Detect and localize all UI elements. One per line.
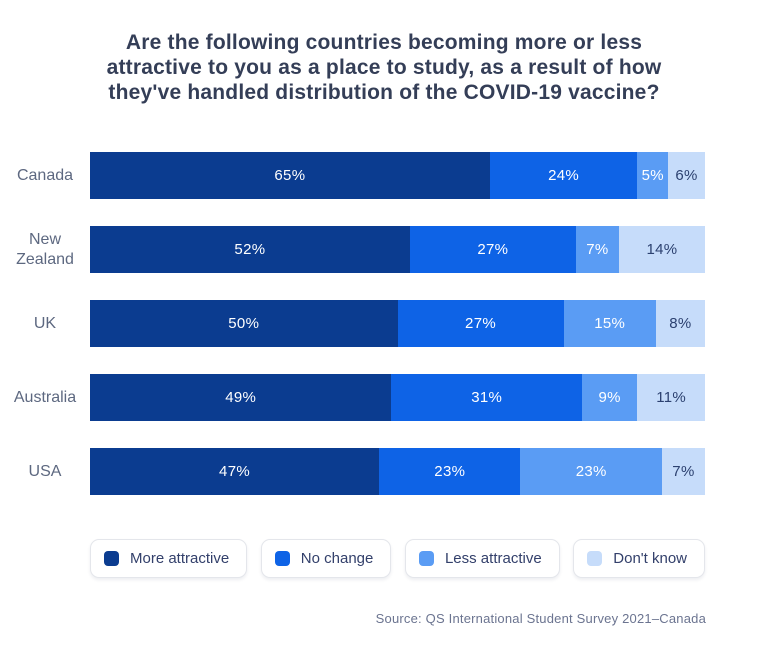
chart-title-line-3: they've handled distribution of the COVI…: [108, 81, 660, 104]
bar-segment-uk-don-t-know: 8%: [655, 300, 705, 347]
legend-label-don-t-know: Don't know: [613, 550, 687, 567]
chart-row-usa: USA 47% 23% 23% 7%: [0, 448, 768, 495]
stacked-bar-australia: 49% 31% 9% 11%: [90, 374, 705, 421]
bar-segment-australia-don-t-know: 11%: [637, 374, 705, 421]
legend-item-more-attractive[interactable]: More attractive: [90, 539, 248, 578]
bar-segment-canada-no-change: 24%: [489, 152, 638, 199]
legend-swatch-no-change: [274, 551, 290, 566]
category-label-usa: USA: [28, 462, 62, 480]
category-label-uk: UK: [33, 314, 57, 332]
category-label-new-zealand: New Zealand: [16, 230, 74, 268]
bar-segment-new-zealand-more-attractive: 52%: [90, 226, 410, 273]
bar-segment-usa-less-attractive: 23%: [520, 448, 662, 495]
bar-segment-australia-less-attractive: 9%: [581, 374, 638, 421]
bar-segment-usa-more-attractive: 47%: [90, 448, 380, 495]
stacked-bar-uk: 50% 27% 15% 8%: [90, 300, 705, 347]
legend-label-more-attractive: More attractive: [130, 550, 230, 567]
stacked-bar-canada: 65% 24% 5% 6%: [90, 152, 705, 199]
category-label-australia: Australia: [13, 388, 77, 406]
stacked-bar-chart: Canada 65% 24% 5% 6% New Zealand 52% 27% 7% 14% UK…: [0, 152, 768, 495]
bar-segment-new-zealand-no-change: 27%: [409, 226, 576, 273]
legend-label-less-attractive: Less attractive: [444, 550, 542, 567]
stacked-bar-usa: 47% 23% 23% 7%: [90, 448, 705, 495]
bar-segment-canada-more-attractive: 65%: [90, 152, 490, 199]
stacked-bar-new-zealand: 52% 27% 7% 14%: [90, 226, 705, 273]
bar-segment-australia-no-change: 31%: [391, 374, 582, 421]
chart-row-canada: Canada 65% 24% 5% 6%: [0, 152, 768, 199]
legend-swatch-don-t-know: [587, 551, 603, 566]
bar-segment-australia-more-attractive: 49%: [90, 374, 392, 421]
legend: More attractive No change Less attractive D…: [90, 539, 705, 578]
bar-segment-uk-no-change: 27%: [397, 300, 564, 347]
bar-segment-new-zealand-less-attractive: 7%: [575, 226, 619, 273]
chart-title-line-1: Are the following countries becoming mor…: [125, 31, 643, 54]
source-caption: Source: QS International Student Survey …: [375, 611, 706, 626]
legend-item-less-attractive[interactable]: Less attractive: [404, 539, 560, 578]
bar-segment-usa-no-change: 23%: [379, 448, 521, 495]
legend-item-don-t-know[interactable]: Don't know: [573, 539, 705, 578]
legend-swatch-less-attractive: [418, 551, 434, 566]
chart-row-uk: UK 50% 27% 15% 8%: [0, 300, 768, 347]
bar-segment-uk-less-attractive: 15%: [563, 300, 656, 347]
bar-segment-new-zealand-don-t-know: 14%: [618, 226, 705, 273]
chart-row-new-zealand: New Zealand 52% 27% 7% 14%: [0, 226, 768, 273]
chart-title-line-2: attractive to you as a place to study, a…: [106, 56, 662, 79]
legend-item-no-change[interactable]: No change: [260, 539, 392, 578]
legend-swatch-more-attractive: [104, 551, 119, 566]
bar-segment-uk-more-attractive: 50%: [90, 300, 398, 347]
bar-segment-canada-don-t-know: 6%: [668, 152, 705, 199]
category-label-canada: Canada: [16, 166, 74, 184]
legend-label-no-change: No change: [300, 550, 374, 567]
chart-title: Are the following countries becoming mor…: [0, 0, 768, 105]
chart-row-australia: Australia 49% 31% 9% 11%: [0, 374, 768, 421]
bar-segment-canada-less-attractive: 5%: [637, 152, 669, 199]
bar-segment-usa-don-t-know: 7%: [661, 448, 705, 495]
